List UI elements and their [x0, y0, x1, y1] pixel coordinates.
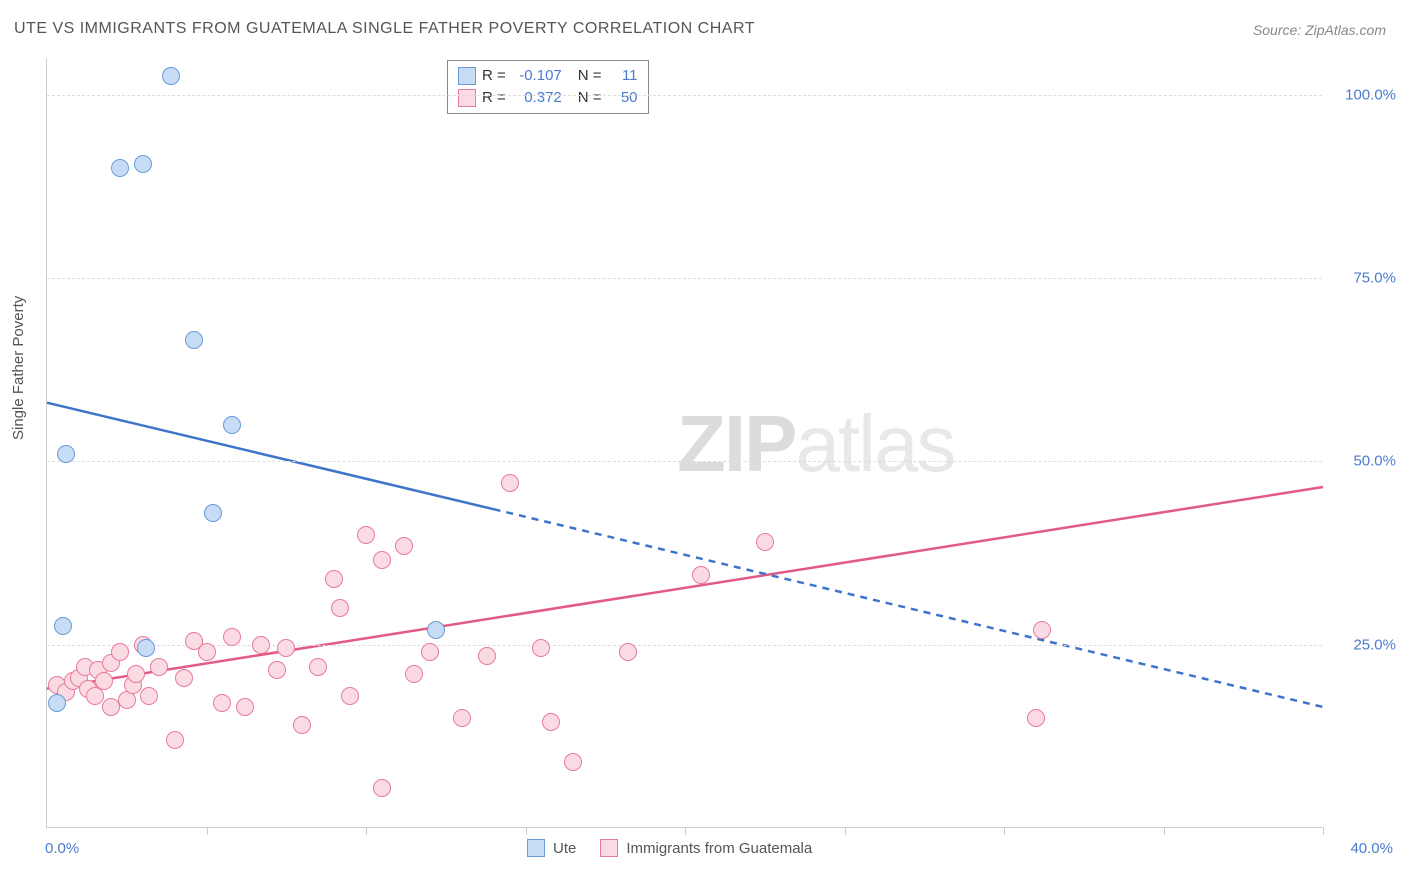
regression-line: [494, 509, 1323, 707]
data-point: [405, 665, 423, 683]
data-point: [542, 713, 560, 731]
x-tick-label: 0.0%: [45, 840, 79, 857]
data-point: [268, 661, 286, 679]
y-tick-label: 50.0%: [1336, 453, 1396, 470]
y-axis-title: Single Father Poverty: [10, 296, 27, 440]
data-point: [309, 658, 327, 676]
data-point: [277, 639, 295, 657]
grid-line: [47, 461, 1322, 462]
x-tick: [207, 827, 208, 835]
data-point: [95, 672, 113, 690]
series-swatch-guatemala: [600, 839, 618, 857]
data-point: [204, 504, 222, 522]
data-point: [421, 643, 439, 661]
legend-r-value-ute: -0.107: [512, 65, 562, 87]
correlation-legend: R = -0.107 N = 11 R = 0.372 N = 50: [447, 60, 649, 114]
data-point: [48, 694, 66, 712]
grid-line: [47, 278, 1322, 279]
data-point: [166, 731, 184, 749]
legend-row-ute: R = -0.107 N = 11: [458, 65, 638, 87]
x-tick: [685, 827, 686, 835]
data-point: [325, 570, 343, 588]
data-point: [501, 474, 519, 492]
data-point: [427, 621, 445, 639]
chart-plot-area: ZIPatlas R = -0.107 N = 11 R = 0.372 N =…: [46, 58, 1322, 828]
chart-title: UTE VS IMMIGRANTS FROM GUATEMALA SINGLE …: [14, 20, 755, 38]
data-point: [134, 155, 152, 173]
x-tick: [1323, 827, 1324, 835]
data-point: [57, 445, 75, 463]
data-point: [111, 643, 129, 661]
data-point: [331, 599, 349, 617]
x-tick-label: 40.0%: [1350, 840, 1393, 857]
legend-r-value-guatemala: 0.372: [512, 87, 562, 109]
y-tick-label: 75.0%: [1336, 270, 1396, 287]
legend-r-label: R =: [482, 65, 506, 87]
series-swatch-ute: [527, 839, 545, 857]
data-point: [127, 665, 145, 683]
y-tick-label: 25.0%: [1336, 636, 1396, 653]
data-point: [213, 694, 231, 712]
data-point: [619, 643, 637, 661]
data-point: [252, 636, 270, 654]
data-point: [1027, 709, 1045, 727]
legend-n-value-guatemala: 50: [608, 87, 638, 109]
data-point: [140, 687, 158, 705]
grid-line: [47, 95, 1322, 96]
data-point: [341, 687, 359, 705]
data-point: [373, 779, 391, 797]
data-point: [1033, 621, 1051, 639]
data-point: [357, 526, 375, 544]
data-point: [185, 331, 203, 349]
legend-swatch-ute: [458, 67, 476, 85]
x-tick: [1164, 827, 1165, 835]
data-point: [373, 551, 391, 569]
legend-n-label: N =: [578, 87, 602, 109]
data-point: [223, 416, 241, 434]
data-point: [150, 658, 168, 676]
series-legend-guatemala: Immigrants from Guatemala: [600, 839, 812, 857]
y-tick-label: 100.0%: [1336, 86, 1396, 103]
legend-swatch-guatemala: [458, 89, 476, 107]
x-tick: [526, 827, 527, 835]
data-point: [756, 533, 774, 551]
x-tick: [845, 827, 846, 835]
data-point: [223, 628, 241, 646]
data-point: [111, 159, 129, 177]
legend-n-value-ute: 11: [608, 65, 638, 87]
data-point: [137, 639, 155, 657]
series-legend-ute: Ute: [527, 839, 576, 857]
data-point: [532, 639, 550, 657]
x-tick: [1004, 827, 1005, 835]
data-point: [236, 698, 254, 716]
series-label-ute: Ute: [553, 840, 576, 857]
data-point: [395, 537, 413, 555]
data-point: [478, 647, 496, 665]
data-point: [692, 566, 710, 584]
regression-line: [47, 403, 494, 510]
data-point: [453, 709, 471, 727]
data-point: [198, 643, 216, 661]
data-point: [564, 753, 582, 771]
legend-r-label: R =: [482, 87, 506, 109]
watermark: ZIPatlas: [677, 398, 954, 490]
data-point: [162, 67, 180, 85]
data-point: [54, 617, 72, 635]
regression-line: [47, 487, 1323, 689]
legend-n-label: N =: [578, 65, 602, 87]
legend-row-guatemala: R = 0.372 N = 50: [458, 87, 638, 109]
x-tick: [366, 827, 367, 835]
grid-line: [47, 645, 1322, 646]
series-label-guatemala: Immigrants from Guatemala: [626, 840, 812, 857]
data-point: [293, 716, 311, 734]
series-legend: Ute Immigrants from Guatemala: [527, 839, 812, 857]
data-point: [175, 669, 193, 687]
source-attribution: Source: ZipAtlas.com: [1253, 22, 1386, 38]
